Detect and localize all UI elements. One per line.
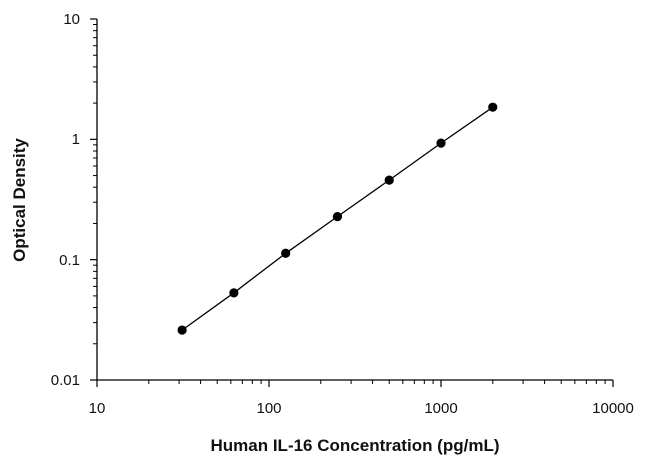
- series-layer: [177, 102, 498, 335]
- data-point: [436, 138, 446, 148]
- x-tick-label: 10000: [592, 400, 634, 417]
- y-axis-title: Optical Density: [10, 138, 29, 262]
- y-tick-label: 1: [72, 131, 80, 148]
- data-point: [488, 102, 498, 112]
- x-tick-label: 1000: [424, 400, 457, 417]
- x-tick-label: 10: [89, 400, 106, 417]
- data-point: [229, 288, 239, 298]
- x-axis-title: Human IL-16 Concentration (pg/mL): [211, 436, 500, 455]
- data-point: [332, 211, 343, 222]
- data-point: [384, 175, 394, 185]
- y-tick-labels: 10 1 0.1 0.01: [51, 11, 80, 389]
- y-tick-label: 0.01: [51, 372, 80, 389]
- y-tick-label: 10: [63, 11, 80, 28]
- y-tick-label: 0.1: [59, 252, 80, 269]
- x-tick-labels: 10 100 1000 10000: [89, 400, 634, 417]
- data-point: [177, 325, 187, 335]
- data-point: [281, 248, 291, 258]
- major-ticks: [90, 18, 614, 387]
- x-tick-label: 100: [256, 400, 281, 417]
- axes: [96, 19, 613, 381]
- minor-ticks: [93, 24, 606, 384]
